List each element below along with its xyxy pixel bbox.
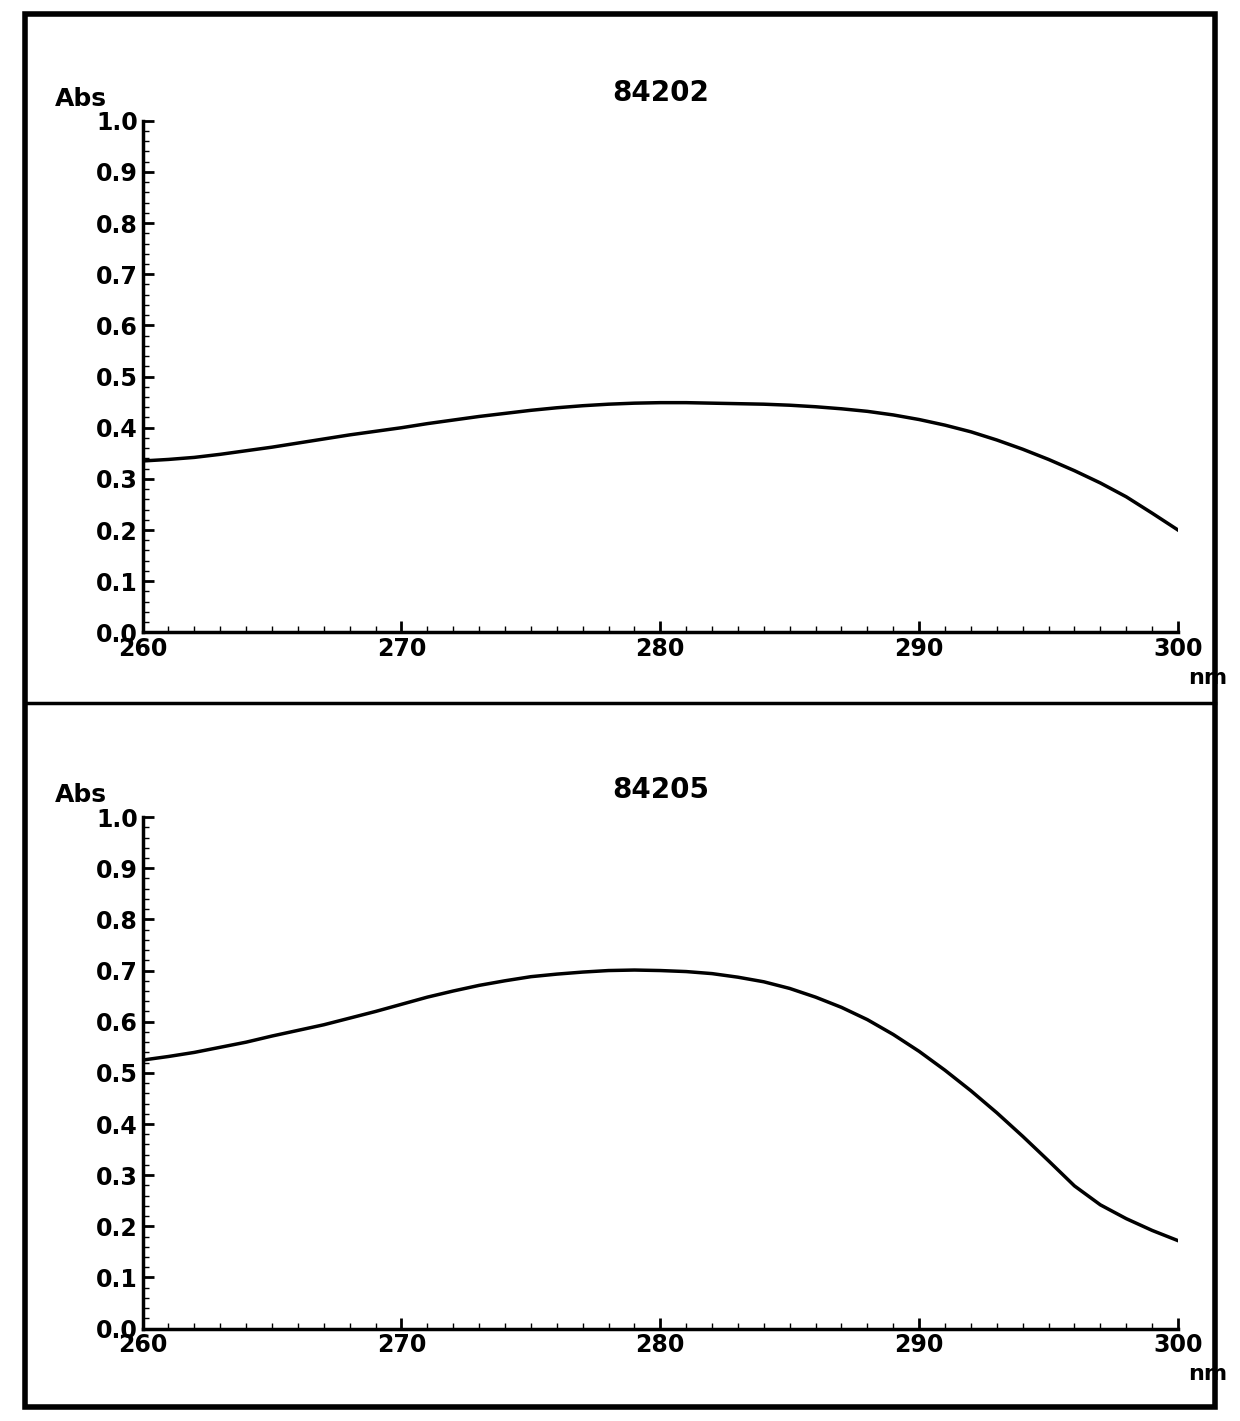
Text: Abs: Abs <box>55 87 107 111</box>
Text: nm: nm <box>1188 1364 1228 1384</box>
Title: 84205: 84205 <box>611 776 709 804</box>
Text: nm: nm <box>1188 668 1228 688</box>
Text: Abs: Abs <box>55 783 107 807</box>
Title: 84202: 84202 <box>611 80 709 108</box>
